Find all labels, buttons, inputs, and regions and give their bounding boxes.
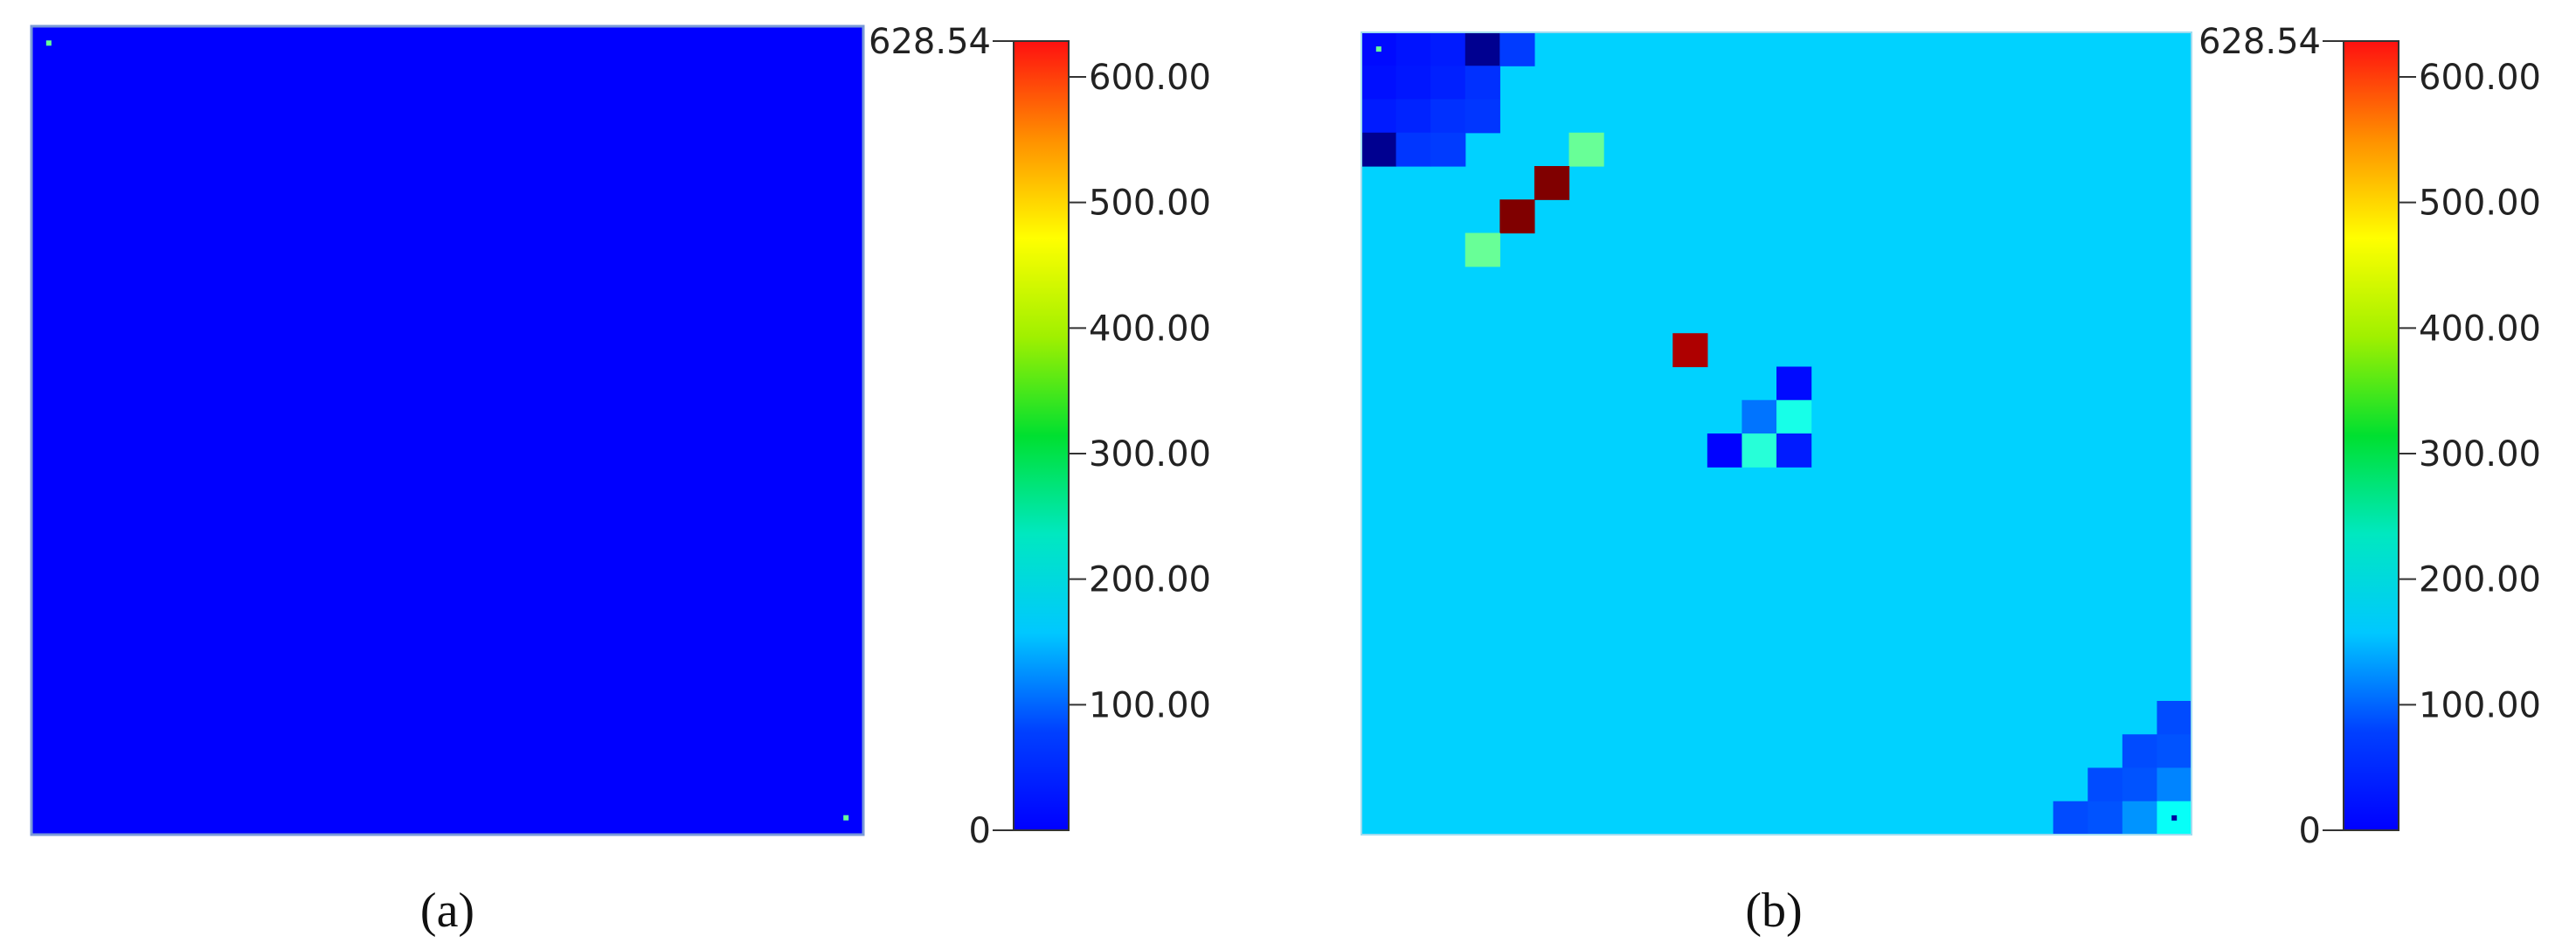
heatmap-cell — [1776, 399, 1812, 434]
colorbar-tick-label: 600.00 — [1089, 58, 1211, 98]
caption-b: (b) — [1745, 884, 1802, 938]
colorbar-tick-label: 500.00 — [2419, 184, 2541, 224]
heatmap-cell — [2053, 801, 2088, 836]
colorbar-tick-label: 600.00 — [2419, 58, 2541, 98]
point-marker — [45, 40, 52, 46]
heatmap-cell — [1465, 32, 1500, 66]
point-marker — [1375, 46, 1381, 52]
colorbar-tick-label: 300.00 — [1089, 434, 1211, 475]
heatmap-cell — [1499, 32, 1535, 66]
colorbar-b-ticks: 0 100.00 200.00 300.00 400.00 500.00 600.00 628… — [2199, 22, 2541, 851]
colorbar-tick-label: 0 — [969, 811, 991, 851]
heatmap-cell — [1707, 433, 1743, 468]
heatmap-cell — [1361, 132, 1397, 167]
heatmap-cell — [1361, 66, 1397, 101]
heatmap-cell — [1430, 99, 1466, 134]
heatmap-cell — [1568, 132, 1604, 167]
heatmap-cell — [1430, 32, 1466, 66]
heatmap-cell — [1465, 232, 1500, 267]
heatmap-cell — [2088, 767, 2123, 802]
heatmap-cell — [1499, 199, 1535, 234]
colorbar-tick-label: 400.00 — [1089, 309, 1211, 349]
heatmap-cell — [1361, 99, 1397, 134]
colorbar-tick-label: 200.00 — [1089, 560, 1211, 600]
heatmap-cell — [1430, 66, 1466, 101]
colorbar-tick-label: 200.00 — [2419, 560, 2541, 600]
heatmap-cell — [1742, 399, 1777, 434]
colorbar-a-ticks: 0 100.00 200.00 300.00 400.00 500.00 600.00 628… — [869, 22, 1211, 851]
heatmap-cell — [1395, 99, 1431, 134]
point-marker — [843, 815, 849, 821]
colorbar-tick-label: 400.00 — [2419, 309, 2541, 349]
heatmap-cell — [2122, 767, 2158, 802]
heatmap-b-cells — [1361, 32, 2192, 836]
heatmap-cell — [1742, 433, 1777, 468]
heatmap-cell — [2088, 801, 2123, 836]
heatmap-cell — [2157, 701, 2192, 735]
colorbar-tick-label: 628.54 — [2199, 22, 2321, 62]
heatmap-cell — [1465, 99, 1500, 134]
heatmap-cell — [2157, 734, 2192, 769]
heatmap-cell — [1430, 132, 1466, 167]
heatmap-cell — [1395, 132, 1431, 167]
heatmap-cell — [1465, 66, 1500, 101]
heatmap-cell — [1534, 166, 1570, 200]
heatmap-cell — [1395, 66, 1431, 101]
heatmap-a-border — [30, 24, 865, 836]
colorbar-tick-label: 100.00 — [1089, 685, 1211, 725]
colorbar-b — [2343, 40, 2399, 831]
heatmap-cell — [2122, 801, 2158, 836]
heatmap-cell — [1672, 333, 1708, 368]
colorbar-tick-label: 100.00 — [2419, 685, 2541, 725]
heatmap-b-border — [1361, 31, 2192, 836]
heatmap-cell — [1395, 32, 1431, 66]
panel-b: 0 100.00 200.00 300.00 400.00 500.00 600.00 628… — [1361, 22, 2541, 938]
heatmap-cell — [1776, 366, 1812, 401]
heatmap-cell — [2122, 734, 2158, 769]
heatmap-a-cells — [45, 40, 849, 821]
panel-a: 0 100.00 200.00 300.00 400.00 500.00 600.00 628… — [30, 22, 1211, 938]
caption-a: (a) — [420, 884, 474, 938]
heatmap-cell — [2157, 767, 2192, 802]
heatmap-a-background — [31, 26, 863, 835]
colorbar-tick-label: 0 — [2299, 811, 2321, 851]
colorbar-tick-label: 500.00 — [1089, 184, 1211, 224]
colorbar-tick-label: 300.00 — [2419, 434, 2541, 475]
colorbar-tick-label: 628.54 — [869, 22, 991, 62]
heatmap-cell — [1776, 433, 1812, 468]
colorbar-a — [1013, 40, 1070, 831]
point-marker — [2171, 815, 2178, 821]
